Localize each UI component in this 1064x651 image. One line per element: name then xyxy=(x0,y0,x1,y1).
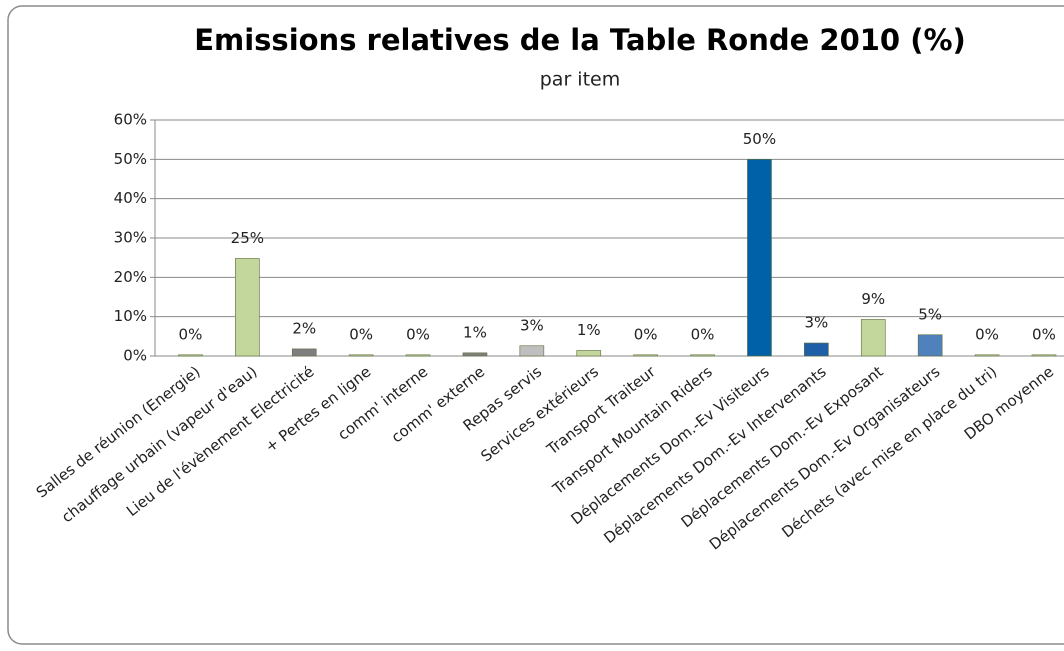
value-label: 0% xyxy=(406,325,430,343)
chart-title: Emissions relatives de la Table Ronde 20… xyxy=(194,23,966,57)
value-label: 0% xyxy=(634,325,658,343)
value-label: 0% xyxy=(349,325,373,343)
value-label: 9% xyxy=(861,290,885,308)
y-tick-label: 60% xyxy=(114,111,147,129)
value-label: 1% xyxy=(463,323,487,341)
y-tick-label: 30% xyxy=(114,229,147,247)
y-tick-label: 10% xyxy=(114,307,147,325)
y-tick-label: 20% xyxy=(114,268,147,286)
bar xyxy=(804,342,829,357)
value-label: 3% xyxy=(520,316,544,334)
bar xyxy=(576,350,602,357)
value-label: 2% xyxy=(292,319,316,337)
bar xyxy=(405,354,431,357)
chart-subtitle: par item xyxy=(540,69,620,91)
value-label: 0% xyxy=(975,325,999,343)
value-label: 50% xyxy=(743,130,776,148)
value-label: 5% xyxy=(918,305,942,323)
y-tick-label: 50% xyxy=(114,150,147,168)
bar xyxy=(1031,354,1057,357)
bar xyxy=(291,348,317,357)
value-label: 0% xyxy=(179,325,203,343)
value-label: 0% xyxy=(1032,325,1056,343)
bar xyxy=(860,319,886,357)
bar xyxy=(917,334,943,357)
bar xyxy=(519,345,545,357)
frame xyxy=(7,5,1064,645)
y-tick-label: 40% xyxy=(114,189,147,207)
value-label: 0% xyxy=(691,325,715,343)
value-label: 3% xyxy=(804,314,828,332)
bar xyxy=(235,258,260,357)
bar xyxy=(747,159,772,357)
value-label: 25% xyxy=(231,229,264,247)
y-tick-label: 0% xyxy=(123,347,147,365)
value-label: 1% xyxy=(577,321,601,339)
bar xyxy=(974,354,1000,357)
bar xyxy=(178,354,203,357)
bar xyxy=(348,354,374,357)
bar xyxy=(633,354,658,357)
bar xyxy=(462,352,488,357)
bar xyxy=(690,354,715,357)
